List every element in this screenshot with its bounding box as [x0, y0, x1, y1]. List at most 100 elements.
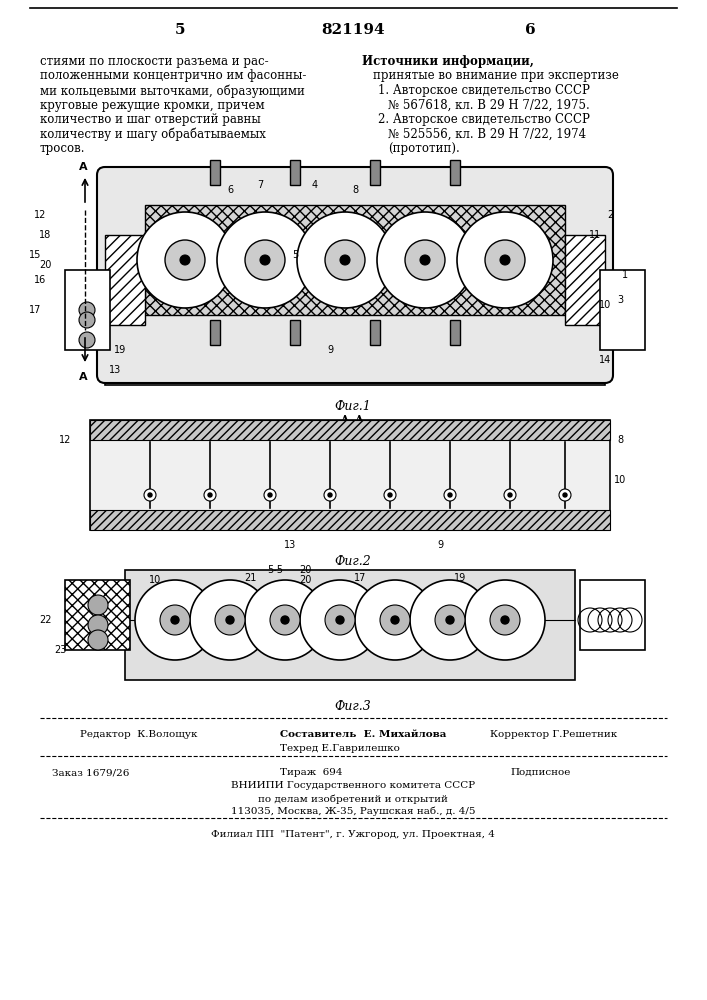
- Bar: [65, 270, 110, 350]
- Circle shape: [377, 212, 473, 308]
- Text: по делам изобретений и открытий: по делам изобретений и открытий: [258, 794, 448, 804]
- Circle shape: [171, 616, 179, 624]
- Text: Подписное: Подписное: [510, 768, 571, 777]
- Bar: [370, 160, 380, 185]
- Bar: [580, 580, 645, 650]
- Text: 19: 19: [114, 345, 126, 355]
- Circle shape: [165, 240, 205, 280]
- Text: 13: 13: [109, 365, 121, 375]
- Text: 20: 20: [39, 260, 51, 270]
- Text: 13: 13: [284, 540, 296, 550]
- Circle shape: [391, 616, 399, 624]
- Text: Фиг.1: Фиг.1: [334, 400, 371, 413]
- Text: 23: 23: [54, 645, 66, 655]
- Circle shape: [190, 580, 270, 660]
- Circle shape: [563, 493, 567, 497]
- Bar: [65, 580, 130, 650]
- Circle shape: [446, 616, 454, 624]
- Circle shape: [444, 489, 456, 501]
- Text: тросов.: тросов.: [40, 142, 86, 155]
- Circle shape: [245, 240, 285, 280]
- Text: 113035, Москва, Ж-35, Раушская наб., д. 4/5: 113035, Москва, Ж-35, Раушская наб., д. …: [230, 807, 475, 816]
- Bar: [90, 420, 610, 440]
- Circle shape: [148, 493, 152, 497]
- Circle shape: [457, 212, 553, 308]
- Circle shape: [500, 255, 510, 265]
- Text: 6: 6: [525, 23, 535, 37]
- Text: 5: 5: [292, 250, 298, 260]
- Text: 20: 20: [299, 575, 311, 585]
- Circle shape: [448, 493, 452, 497]
- Text: количеству и шагу обрабатываемых: количеству и шагу обрабатываемых: [40, 127, 266, 141]
- Bar: [210, 160, 220, 185]
- Circle shape: [79, 312, 95, 328]
- Text: Заказ 1679/26: Заказ 1679/26: [52, 768, 129, 777]
- Text: 10: 10: [614, 475, 626, 485]
- Text: 2. Авторское свидетельство СССР: 2. Авторское свидетельство СССР: [378, 113, 590, 126]
- Circle shape: [388, 493, 392, 497]
- Circle shape: [325, 605, 355, 635]
- Text: 6: 6: [227, 185, 233, 195]
- Circle shape: [260, 255, 270, 265]
- Circle shape: [328, 493, 332, 497]
- Text: ВНИИПИ Государственного комитета СССР: ВНИИПИ Государственного комитета СССР: [231, 781, 475, 790]
- Bar: [600, 270, 645, 350]
- Circle shape: [135, 580, 215, 660]
- Circle shape: [226, 616, 234, 624]
- Circle shape: [137, 212, 233, 308]
- Bar: [565, 235, 605, 325]
- Text: Составитель  Е. Михайлова: Составитель Е. Михайлова: [280, 730, 446, 739]
- Text: Корректор Г.Решетник: Корректор Г.Решетник: [490, 730, 617, 739]
- Circle shape: [88, 595, 108, 615]
- Text: 821194: 821194: [321, 23, 385, 37]
- Text: А-А: А-А: [340, 415, 366, 428]
- Circle shape: [380, 605, 410, 635]
- Text: принятые во внимание при экспертизе: принятые во внимание при экспертизе: [373, 70, 619, 83]
- Text: A: A: [79, 372, 88, 382]
- Circle shape: [485, 240, 525, 280]
- Circle shape: [384, 489, 396, 501]
- Circle shape: [420, 255, 430, 265]
- Circle shape: [435, 605, 465, 635]
- Text: 12: 12: [34, 210, 46, 220]
- Text: Филиал ПП  "Патент", г. Ужгород, ул. Проектная, 4: Филиал ПП "Патент", г. Ужгород, ул. Прое…: [211, 830, 495, 839]
- Text: 4: 4: [312, 180, 318, 190]
- Text: 2: 2: [607, 210, 613, 220]
- Circle shape: [270, 605, 300, 635]
- Circle shape: [79, 332, 95, 348]
- Bar: [450, 160, 460, 185]
- Bar: [290, 320, 300, 345]
- Bar: [145, 205, 565, 315]
- Bar: [90, 510, 610, 530]
- Circle shape: [410, 580, 490, 660]
- Text: 17: 17: [29, 305, 41, 315]
- Text: 5: 5: [175, 23, 185, 37]
- FancyBboxPatch shape: [97, 167, 613, 383]
- Circle shape: [300, 580, 380, 660]
- Text: 3: 3: [617, 295, 623, 305]
- Circle shape: [268, 493, 272, 497]
- Circle shape: [504, 489, 516, 501]
- Circle shape: [501, 616, 509, 624]
- Circle shape: [88, 615, 108, 635]
- Bar: [105, 175, 605, 385]
- Circle shape: [160, 605, 190, 635]
- Text: положенными концентрично им фасонны-: положенными концентрично им фасонны-: [40, 70, 306, 83]
- Circle shape: [340, 255, 350, 265]
- Circle shape: [79, 302, 95, 318]
- Text: 15: 15: [29, 250, 41, 260]
- Circle shape: [324, 489, 336, 501]
- Text: 9: 9: [437, 540, 443, 550]
- Text: 11: 11: [589, 230, 601, 240]
- Text: 21: 21: [244, 573, 256, 583]
- Text: A: A: [79, 162, 88, 172]
- Text: 14: 14: [599, 355, 611, 365]
- Circle shape: [465, 580, 545, 660]
- Text: 8: 8: [617, 435, 623, 445]
- Text: Техред Е.Гаврилешко: Техред Е.Гаврилешко: [280, 744, 400, 753]
- Text: 1: 1: [622, 270, 628, 280]
- Circle shape: [144, 489, 156, 501]
- Circle shape: [208, 493, 212, 497]
- Text: (прототип).: (прототип).: [388, 142, 460, 155]
- Text: 7: 7: [257, 180, 263, 190]
